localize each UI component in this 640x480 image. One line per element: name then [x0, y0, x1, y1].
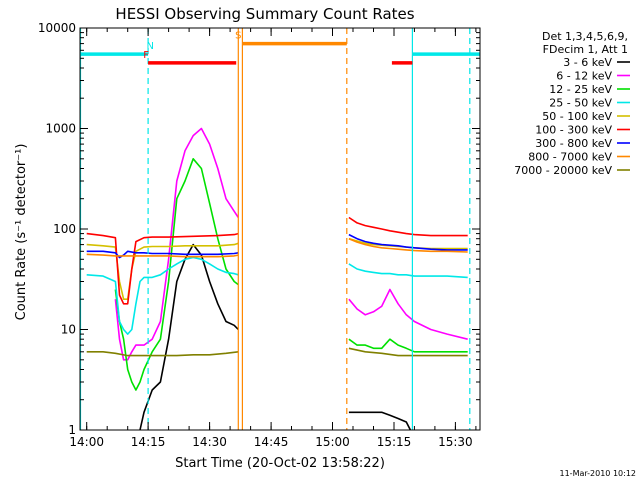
series-line-2 — [114, 127, 468, 361]
y-tick-label-4: 1000 — [45, 122, 76, 136]
series-line-1 — [139, 243, 412, 431]
legend-label-3: 12 - 25 keV — [549, 83, 612, 96]
legend-label-2: 6 - 12 keV — [556, 70, 612, 83]
x-tick-label-6: 15:15 — [377, 435, 412, 449]
legend: Det 1,3,4,5,6,9,FDecim 1, Att 13 - 6 keV… — [514, 30, 630, 177]
legend-label-5: 50 - 100 keV — [542, 110, 612, 123]
x-tick-label-4: 14:45 — [254, 435, 289, 449]
x-tick-label-2: 14:15 — [131, 435, 166, 449]
series-line-6 — [86, 216, 468, 305]
legend-label-6: 100 - 300 keV — [535, 124, 612, 137]
y-tick-label-3: 100 — [53, 222, 76, 236]
legend-header-1: Det 1,3,4,5,6,9, — [542, 30, 628, 43]
series-line-9 — [86, 347, 468, 357]
y-tick-label-5: 10000 — [38, 21, 76, 35]
y-axis-title: Count Rate (s⁻¹ detector⁻¹) — [14, 144, 29, 321]
legend-label-4: 25 - 50 keV — [549, 97, 612, 110]
footer-date: 11-Mar-2010 10:12 — [560, 469, 637, 478]
y-tick-label-1: 1 — [68, 423, 76, 437]
flag-label-f: F — [143, 50, 149, 61]
x-tick-label-5: 15:00 — [315, 435, 350, 449]
series-line-7 — [86, 233, 468, 259]
x-tick-label-1: 14:00 — [69, 435, 104, 449]
x-tick-label-7: 15:30 — [438, 435, 473, 449]
legend-label-1: 3 - 6 keV — [563, 56, 612, 69]
chart-title: HESSI Observing Summary Count Rates — [115, 5, 414, 23]
series-line-8 — [86, 237, 468, 258]
legend-label-7: 300 - 800 keV — [535, 137, 612, 150]
plot-axes: 14:00 14:15 14:30 14:45 15:00 15:15 15:30 1 10 10… — [38, 21, 481, 449]
plot-series — [86, 127, 468, 431]
flag-label-s: S — [235, 31, 241, 42]
y-tick-label-2: 10 — [61, 323, 76, 337]
x-tick-label-3: 14:30 — [192, 435, 227, 449]
series-line-3 — [114, 158, 468, 391]
flag-label-n: N — [146, 41, 153, 52]
x-axis-title: Start Time (20-Oct-02 13:58:22) — [175, 456, 385, 471]
legend-header-2: FDecim 1, Att 1 — [543, 43, 628, 56]
series-line-4 — [86, 256, 468, 335]
legend-label-8: 800 - 7000 keV — [528, 151, 612, 164]
legend-label-9: 7000 - 20000 keV — [514, 164, 612, 177]
